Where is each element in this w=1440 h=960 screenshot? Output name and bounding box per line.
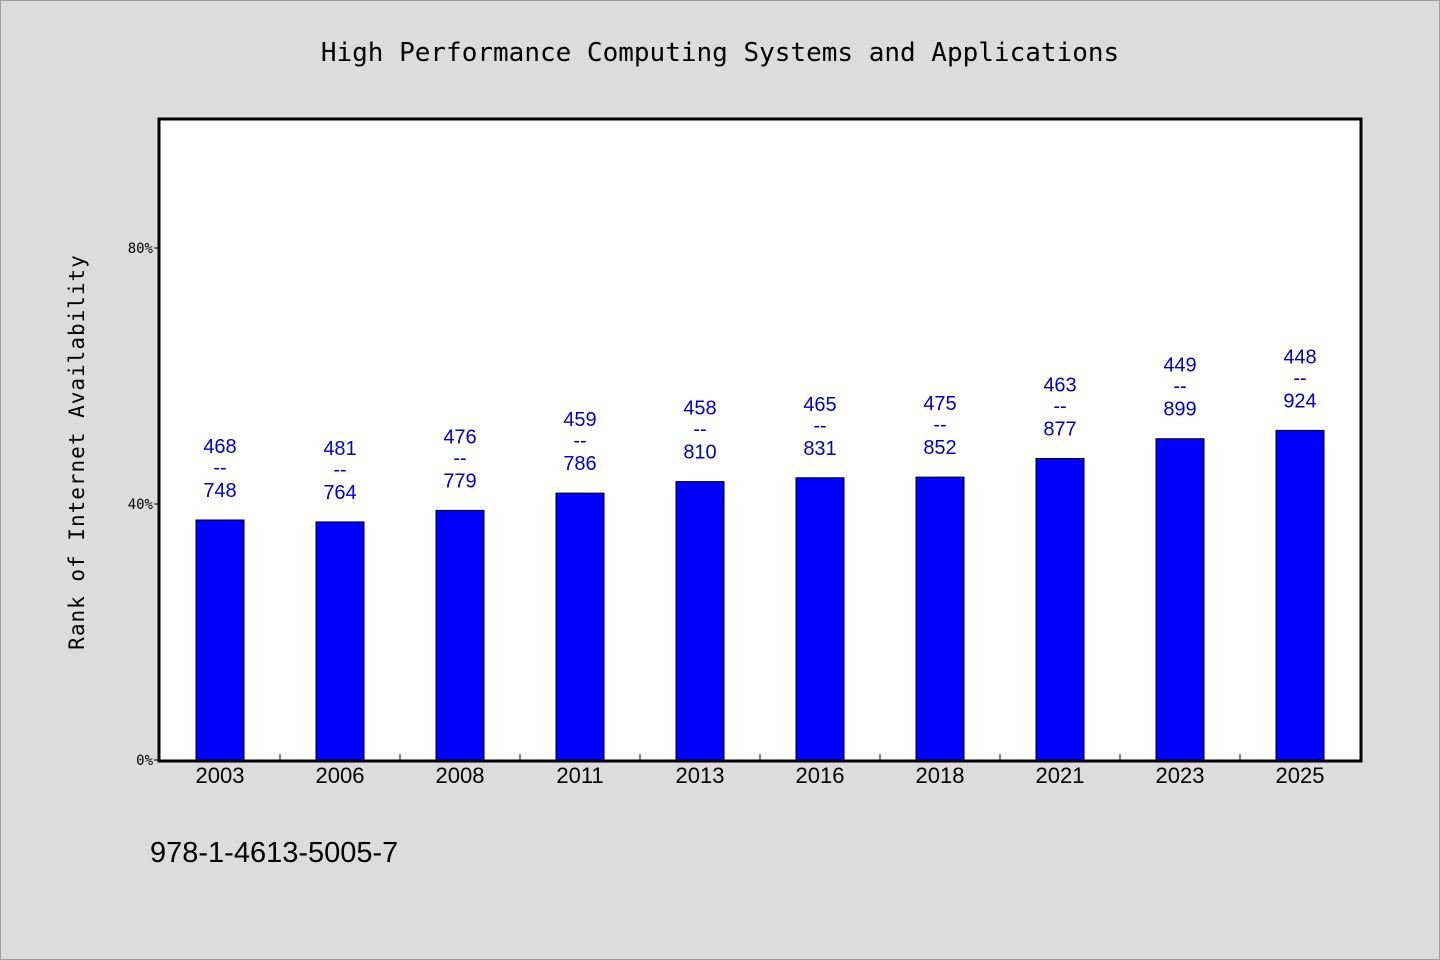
data-label-2011: 459--786 [563,409,596,475]
data-label-2013: 458--810 [683,398,716,464]
data-label-sep: -- [1053,396,1066,418]
data-label-top: 481 [323,438,356,460]
data-label-2018: 475--852 [923,393,956,459]
data-label-sep: -- [453,447,466,469]
data-label-sep: -- [933,414,946,436]
data-labels: 468--748481--764476--779459--786458--810… [203,346,1316,504]
x-axis: 2003 2006 2008 2011 2013 2016 2018 2021 2023 2025 [196,754,1325,788]
data-label-top: 458 [683,398,716,420]
bar-2025 [1275,429,1325,761]
data-label-bottom: 877 [1043,419,1076,441]
data-label-2025: 448--924 [1283,346,1316,412]
chart-title: High Performance Computing Systems and A… [321,38,1119,68]
data-label-2006: 481--764 [323,438,356,504]
data-label-top: 459 [563,409,596,431]
data-label-top: 468 [203,436,236,458]
x-tick-label: 2006 [316,763,365,788]
y-tick-label: 80% [128,241,154,257]
bar-2023 [1155,438,1205,761]
data-label-2021: 463--877 [1043,375,1076,441]
data-label-2008: 476--779 [443,426,476,492]
x-tick-label: 2018 [916,763,965,788]
data-label-sep: -- [813,415,826,437]
x-tick-label: 2021 [1036,763,1085,788]
bar-2008 [435,509,485,761]
data-label-top: 448 [1283,346,1316,368]
x-tick-label: 2023 [1156,763,1205,788]
data-label-sep: -- [213,457,226,479]
x-tick-label: 2025 [1276,763,1325,788]
data-label-bottom: 831 [803,438,836,460]
bar-2021 [1035,458,1085,761]
data-label-2023: 449--899 [1163,355,1196,421]
data-label-bottom: 786 [563,453,596,475]
data-label-bottom: 779 [443,470,476,492]
data-label-bottom: 748 [203,480,236,502]
x-tick-label: 2008 [436,763,485,788]
bar-2003 [195,519,245,761]
bar-2013 [675,481,725,761]
data-label-sep: -- [573,430,586,452]
data-label-sep: -- [333,459,346,481]
x-tick-label: 2003 [196,763,245,788]
bar-2011 [555,492,605,761]
x-tick-label: 2013 [676,763,725,788]
y-tick-label: 0% [136,753,153,769]
bar-series [195,429,1325,761]
bar-2016 [795,477,845,761]
y-tick-label: 40% [128,497,154,513]
data-label-bottom: 810 [683,442,716,464]
x-tick-label: 2011 [556,763,603,788]
isbn-footer: 978-1-4613-5005-7 [150,837,398,869]
bar-2006 [315,521,365,761]
data-label-bottom: 899 [1163,399,1196,421]
bar-2018 [915,476,965,761]
data-label-top: 449 [1163,355,1196,377]
data-label-top: 463 [1043,375,1076,397]
y-axis: 0% 40% 80% [128,241,160,769]
data-label-bottom: 924 [1283,390,1316,412]
data-label-sep: -- [693,419,706,441]
data-label-2016: 465--831 [803,394,836,460]
y-axis-label: Rank of Internet Availability [65,254,89,650]
data-label-top: 465 [803,394,836,416]
data-label-2003: 468--748 [203,436,236,502]
data-label-top: 476 [443,426,476,448]
x-tick-label: 2016 [796,763,845,788]
data-label-bottom: 764 [323,482,356,504]
data-label-sep: -- [1173,376,1186,398]
data-label-bottom: 852 [923,437,956,459]
data-label-sep: -- [1293,367,1306,389]
data-label-top: 475 [923,393,956,415]
